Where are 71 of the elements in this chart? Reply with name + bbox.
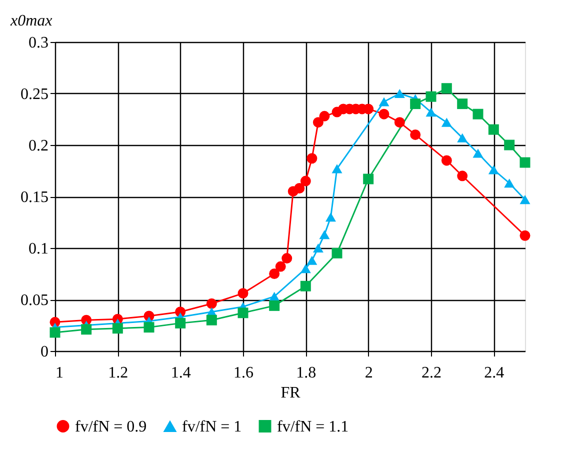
point [294, 183, 305, 194]
y-tick-label: 0.25 [20, 86, 48, 103]
x-tick-label: 2.4 [484, 364, 504, 382]
point [441, 118, 452, 127]
x-tick-label: 1.4 [170, 364, 191, 382]
point [300, 280, 311, 292]
point [472, 148, 484, 158]
point [332, 248, 342, 258]
point [520, 230, 530, 241]
y-tick-label: 0 [40, 344, 48, 360]
point [410, 129, 421, 140]
x-tick-label: 1 [56, 364, 64, 382]
point [206, 314, 217, 326]
y-tick-label: 0.05 [20, 292, 48, 309]
point [50, 327, 60, 338]
point [457, 133, 468, 142]
y-axis-title: x0max [10, 12, 52, 30]
point [378, 97, 390, 106]
point [300, 264, 311, 274]
y-tick-label: 0.3 [28, 34, 48, 52]
point [206, 298, 217, 309]
point [306, 256, 318, 265]
point [275, 261, 286, 272]
x-tick-label: 2.2 [422, 364, 442, 382]
point [394, 117, 405, 128]
point [504, 178, 515, 188]
point [238, 288, 248, 299]
x-tick-label: 2 [364, 364, 373, 382]
point [457, 98, 468, 110]
x-tick-label: 1.2 [108, 364, 128, 382]
point [269, 268, 280, 279]
point [394, 88, 405, 98]
x-tick-label: 1.8 [296, 364, 316, 382]
legend-label: fv/fN = 1 [182, 418, 242, 436]
point [363, 174, 374, 184]
point [112, 323, 123, 334]
point [175, 318, 186, 328]
point [488, 124, 499, 135]
point [520, 157, 530, 168]
point [238, 308, 248, 318]
point [144, 322, 154, 333]
point [312, 117, 324, 128]
point [306, 153, 318, 164]
x-axis-title: FR [280, 384, 301, 402]
point [488, 165, 499, 174]
point [426, 108, 436, 117]
point [441, 155, 452, 166]
point [410, 98, 421, 110]
point [325, 212, 336, 222]
point [378, 108, 390, 120]
point [269, 292, 280, 301]
point [426, 91, 436, 102]
point [319, 230, 330, 240]
y-tick-label: 0.2 [28, 138, 48, 154]
legend-label: fv/fN = 0.9 [75, 418, 147, 436]
point [332, 164, 342, 174]
point [319, 110, 330, 122]
point [472, 108, 484, 120]
y-tick-label: 0.1 [28, 240, 48, 258]
point [457, 170, 468, 182]
point [282, 253, 292, 264]
point [312, 243, 324, 253]
legend-label: fv/fN = 1.1 [277, 418, 349, 436]
point [81, 324, 92, 335]
point [269, 300, 280, 311]
point [520, 195, 530, 204]
y-tick-label: 0.15 [20, 189, 48, 206]
x-tick-label: 1.6 [234, 364, 254, 382]
point [300, 176, 311, 186]
point [441, 83, 452, 94]
point [504, 140, 515, 150]
